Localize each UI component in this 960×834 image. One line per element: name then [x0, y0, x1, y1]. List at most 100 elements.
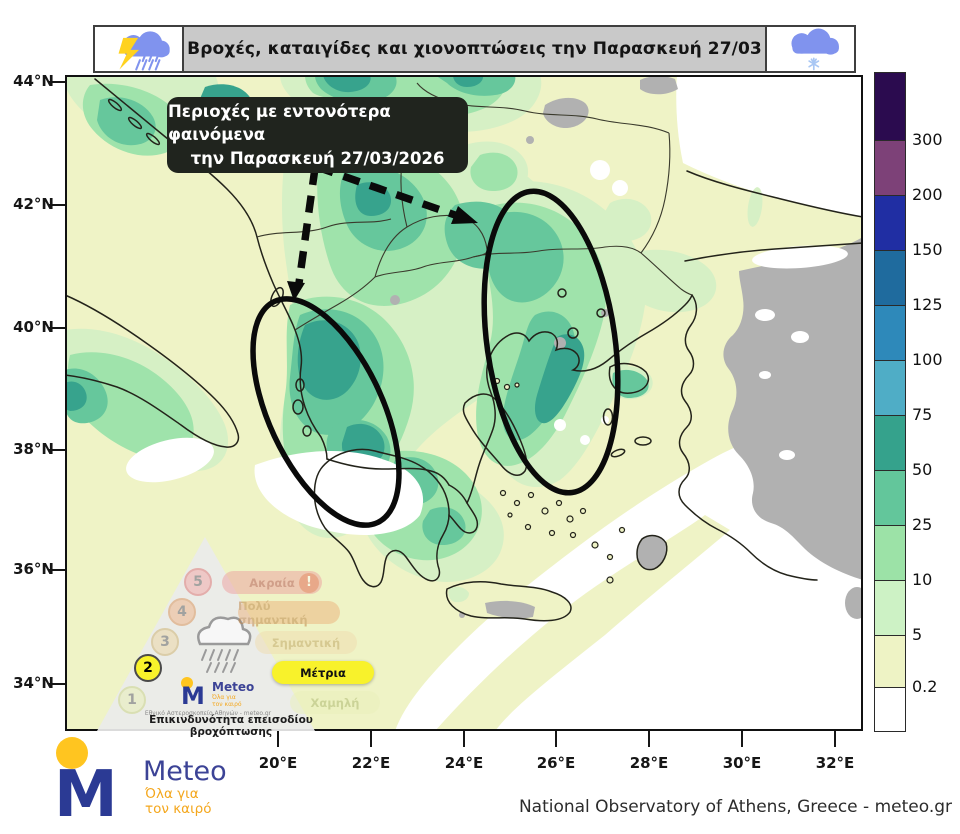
- arrowhead-right: [451, 206, 478, 224]
- storm-cloud-lightning-rain-icon: [118, 31, 170, 71]
- colorbar-label: 75: [912, 405, 933, 424]
- colorbar-label: 150: [912, 240, 943, 259]
- colorbar-block: [874, 72, 906, 141]
- dashed-arrow-left: [295, 167, 319, 284]
- colorbar-label: 50: [912, 460, 933, 479]
- highlight-ellipse-eastern-greece: [481, 188, 621, 496]
- colorbar-label: 0.2: [912, 677, 938, 696]
- lon-tick-mark: [834, 731, 836, 747]
- lon-tick-label: 30°E: [722, 754, 762, 772]
- mini-logo-tagline1: Όλα για: [211, 694, 236, 701]
- risk-level-label: Μέτρια: [300, 665, 346, 680]
- lat-tick-label: 38°N: [13, 440, 54, 458]
- lon-tick-label: 22°E: [351, 754, 391, 772]
- risk-level-pill-5: Ακραία!: [222, 571, 322, 594]
- lat-tick-mark: [48, 449, 65, 451]
- lat-tick-mark: [48, 81, 65, 83]
- lon-tick-label: 26°E: [536, 754, 576, 772]
- small-islands: [493, 377, 626, 584]
- meteo-logo: M Meteo Όλα για τον καιρό: [54, 737, 227, 827]
- risk-level-pill-2: Μέτρια: [272, 661, 374, 684]
- storm-icon-box: [95, 27, 182, 71]
- logo-brand: Meteo: [143, 756, 227, 787]
- precipitation-map: [65, 75, 863, 731]
- banner-title: Βροχές, καταιγίδες και χιονοπτώσεις την …: [187, 39, 762, 59]
- risk-level-label: Σημαντική: [271, 635, 341, 650]
- risk-level-badge-3: 3: [151, 628, 179, 656]
- colorbar-block: [874, 687, 906, 732]
- risk-pyramid-graphic: M Meteo Όλα για τον καιρό Εθνικό Αστεροσ…: [97, 537, 315, 731]
- lat-tick-label: 40°N: [13, 318, 54, 336]
- lat-tick-label: 42°N: [13, 195, 54, 213]
- colorbar-block: [874, 250, 906, 306]
- rain-cloud-icon: [197, 616, 252, 646]
- logo-m-icon: M: [54, 758, 118, 827]
- lon-tick-label: 32°E: [815, 754, 855, 772]
- banner-title-box: Βροχές, καταιγίδες και χιονοπτώσεις την …: [182, 27, 767, 71]
- island-fills: [446, 535, 667, 621]
- lon-tick-mark: [555, 731, 557, 747]
- colorbar-block: [874, 140, 906, 196]
- logo-sun-icon: [56, 737, 88, 769]
- colorbar-label: 200: [912, 185, 943, 204]
- risk-level-label: Πολύ σημαντική: [238, 598, 308, 627]
- colorbar-label: 25: [912, 515, 933, 534]
- colorbar-block: [874, 635, 906, 688]
- masked-gray-layer: [390, 76, 863, 619]
- lon-tick-label: 28°E: [629, 754, 669, 772]
- emphasis-callout-box: Περιοχές με εντονότερα φαινόμενα την Παρ…: [168, 98, 467, 172]
- colorbar-label: 5: [912, 625, 923, 644]
- snow-cloud-snowflake-icon: [790, 28, 839, 71]
- colorbar-block: [874, 360, 906, 416]
- lon-tick-mark: [370, 731, 372, 747]
- rain-streaks-icon: [201, 649, 239, 673]
- risk-level-label: Ακραία: [249, 575, 295, 590]
- logo-tagline1: Όλα για: [144, 786, 199, 802]
- logo-tagline2: τον καιρό: [145, 801, 211, 817]
- colorbar-block: [874, 525, 906, 581]
- pyramid-mini-logo: M Meteo Όλα για τον καιρό Εθνικό Αστεροσ…: [145, 677, 272, 717]
- lon-tick-mark: [648, 731, 650, 747]
- mini-logo-org: Εθνικό Αστεροσκοπείο Αθηνών - meteo.gr: [145, 710, 272, 717]
- risk-level-badge-5: 5: [184, 568, 212, 596]
- title-banner: Βροχές, καταιγίδες και χιονοπτώσεις την …: [93, 25, 856, 73]
- precipitation-green-layer: [65, 75, 717, 582]
- highlight-annotations: [250, 163, 621, 528]
- snow-icon-box: [767, 27, 854, 71]
- callout-line2: την Παρασκευή 27/03/2026: [190, 148, 445, 168]
- callout-line1: Περιοχές με εντονότερα φαινόμενα: [168, 102, 391, 145]
- risk-level-pill-3: Σημαντική: [255, 631, 357, 654]
- risk-level-badge-1: 1: [118, 686, 146, 714]
- dashed-arrow-right: [315, 163, 457, 219]
- highlight-ellipse-western-greece: [250, 296, 402, 528]
- map-frame: [65, 75, 863, 731]
- lon-tick-mark: [741, 731, 743, 747]
- mini-logo-tagline2: τον καιρό: [212, 701, 242, 708]
- arrowhead-left: [287, 281, 305, 301]
- lat-tick-mark: [48, 327, 65, 329]
- risk-level-pill-4: Πολύ σημαντική: [238, 598, 340, 627]
- colorbar-label: 300: [912, 130, 943, 149]
- colorbar-label: 125: [912, 295, 943, 314]
- colorbar-label: 10: [912, 570, 933, 589]
- risk-level-badge-2: 2: [134, 654, 162, 682]
- lat-tick-label: 44°N: [13, 72, 54, 90]
- colorbar-label: 100: [912, 350, 943, 369]
- colorbar-block: [874, 195, 906, 251]
- lat-tick-mark: [48, 569, 65, 571]
- masked-lakes: [752, 245, 848, 460]
- lat-tick-label: 34°N: [13, 674, 54, 692]
- risk-pyramid-title: Επικινδυνότητα επεισοδίου βροχόπτωσης: [149, 714, 313, 738]
- lon-tick-mark: [277, 731, 279, 747]
- colorbar-block: [874, 580, 906, 636]
- lon-tick-label: 20°E: [258, 754, 298, 772]
- thrace-green-sliver: [747, 187, 763, 227]
- lat-tick-label: 36°N: [13, 560, 54, 578]
- lat-tick-mark: [48, 204, 65, 206]
- lon-tick-label: 24°E: [444, 754, 484, 772]
- credit-text: National Observatory of Athens, Greece -…: [518, 797, 952, 817]
- lon-tick-mark: [463, 731, 465, 747]
- mini-logo-m-icon: M: [181, 682, 205, 710]
- colorbar-block: [874, 470, 906, 526]
